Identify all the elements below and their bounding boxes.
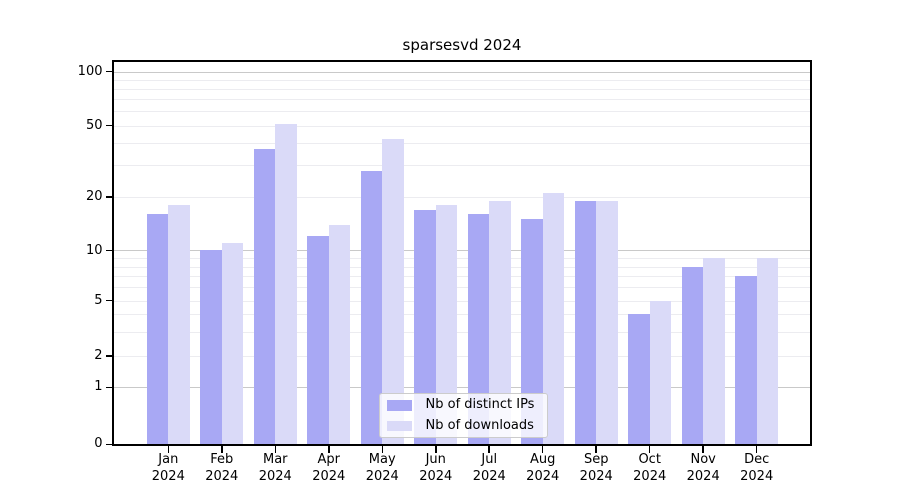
x-axis-tick-label: Jan 2024 bbox=[151, 452, 185, 484]
bar-downloads-jan bbox=[168, 205, 190, 445]
x-axis-tick bbox=[167, 446, 170, 453]
bar-downloads-jul bbox=[489, 200, 511, 445]
bar-distinct-ips-oct bbox=[628, 314, 650, 445]
minor-gridline bbox=[114, 165, 811, 167]
x-axis-tick bbox=[755, 446, 758, 453]
minor-gridline bbox=[114, 314, 811, 316]
minor-gridline bbox=[114, 300, 811, 302]
bar-downloads-nov bbox=[703, 258, 725, 445]
y-axis-tick bbox=[105, 249, 113, 252]
bar-downloads-jun bbox=[435, 205, 458, 445]
x-axis-tick-label: Nov 2024 bbox=[686, 452, 720, 484]
x-axis-tick bbox=[541, 446, 544, 453]
bar-distinct-ips-sep bbox=[574, 200, 597, 445]
bar-downloads-sep bbox=[596, 200, 618, 445]
bar-downloads-may bbox=[382, 139, 404, 445]
legend-item-downloads: Nb of downloads bbox=[380, 416, 547, 437]
minor-gridline bbox=[114, 266, 811, 268]
legend-swatch-downloads-icon bbox=[386, 420, 412, 431]
y-axis-tick bbox=[105, 443, 113, 446]
axis-spine-top bbox=[112, 60, 812, 62]
legend: Nb of distinct IPs Nb of downloads bbox=[378, 393, 548, 438]
bar-distinct-ips-jan bbox=[146, 214, 169, 445]
y-axis-tick bbox=[105, 386, 113, 389]
x-axis-tick-label: Sep 2024 bbox=[579, 452, 613, 484]
bar-downloads-oct bbox=[649, 300, 672, 445]
x-axis-tick bbox=[221, 446, 223, 453]
major-gridline bbox=[114, 387, 811, 389]
legend-swatch-distinct-ips-icon bbox=[386, 400, 412, 411]
x-axis-tick bbox=[648, 446, 651, 453]
bar-downloads-apr bbox=[328, 224, 351, 445]
bar-distinct-ips-mar bbox=[253, 149, 276, 445]
y-axis-tick-label: 100 bbox=[77, 63, 103, 79]
bar-distinct-ips-dec bbox=[734, 276, 757, 445]
x-axis-tick bbox=[381, 446, 383, 453]
x-axis-tick-label: Apr 2024 bbox=[312, 452, 346, 484]
minor-gridline bbox=[114, 331, 811, 333]
y-axis-tick-label: 0 bbox=[94, 436, 103, 452]
x-axis-tick bbox=[435, 446, 437, 453]
minor-gridline bbox=[114, 99, 811, 101]
legend-label-distinct-ips: Nb of distinct IPs bbox=[425, 397, 535, 413]
x-axis-tick-label: Mar 2024 bbox=[258, 452, 292, 484]
y-axis-tick-label: 2 bbox=[94, 348, 103, 363]
bar-downloads-feb bbox=[221, 243, 244, 445]
legend-label-downloads: Nb of downloads bbox=[425, 417, 534, 433]
bar-downloads-aug bbox=[542, 193, 565, 445]
major-gridline bbox=[114, 71, 811, 73]
chart-title: sparsesvd 2024 bbox=[402, 36, 522, 54]
x-axis-tick bbox=[702, 446, 704, 453]
minor-gridline bbox=[114, 79, 811, 81]
x-axis-tick-label: Aug 2024 bbox=[526, 452, 560, 484]
legend-item-distinct-ips: Nb of distinct IPs bbox=[380, 395, 547, 416]
minor-gridline bbox=[114, 196, 811, 198]
x-axis-tick-label: Jun 2024 bbox=[419, 452, 453, 484]
y-axis-tick-label: 10 bbox=[85, 242, 103, 258]
bar-distinct-ips-feb bbox=[200, 250, 222, 445]
axis-spine-right bbox=[810, 60, 812, 447]
x-axis-tick-label: Dec 2024 bbox=[740, 452, 774, 484]
x-axis-tick-label: Feb 2024 bbox=[205, 452, 239, 484]
y-axis-tick bbox=[105, 196, 113, 198]
bar-distinct-ips-may bbox=[360, 170, 383, 445]
y-axis-tick-label: 1 bbox=[94, 379, 103, 395]
major-gridline bbox=[114, 250, 811, 252]
bar-distinct-ips-nov bbox=[681, 266, 704, 445]
bar-downloads-mar bbox=[275, 124, 297, 445]
x-axis-tick-label: Jul 2024 bbox=[472, 452, 506, 484]
x-axis-tick bbox=[488, 446, 490, 453]
minor-gridline bbox=[114, 287, 811, 289]
x-axis-tick bbox=[274, 446, 277, 453]
minor-gridline bbox=[114, 355, 811, 357]
plot-area bbox=[114, 62, 811, 445]
minor-gridline bbox=[114, 125, 811, 127]
minor-gridline bbox=[114, 89, 811, 91]
bar-distinct-ips-apr bbox=[307, 236, 329, 445]
bar-distinct-ips-jun bbox=[414, 209, 436, 445]
x-axis-tick bbox=[595, 446, 597, 453]
bar-distinct-ips-aug bbox=[521, 219, 543, 445]
minor-gridline bbox=[114, 276, 811, 278]
y-axis-tick-label: 20 bbox=[85, 189, 103, 204]
y-axis-tick bbox=[105, 70, 113, 73]
minor-gridline bbox=[114, 111, 811, 113]
x-axis-tick bbox=[328, 446, 330, 453]
bar-distinct-ips-jul bbox=[467, 214, 490, 445]
x-axis-tick-label: Oct 2024 bbox=[633, 452, 667, 484]
y-axis-tick bbox=[105, 299, 113, 302]
minor-gridline bbox=[114, 143, 811, 145]
bar-downloads-dec bbox=[756, 258, 779, 445]
axis-spine-left bbox=[112, 60, 114, 447]
axis-spine-bottom bbox=[112, 444, 812, 447]
y-axis-tick bbox=[105, 124, 113, 127]
y-axis-tick-label: 5 bbox=[94, 292, 103, 308]
y-axis-tick-label: 50 bbox=[85, 117, 103, 133]
y-axis-tick bbox=[105, 355, 113, 357]
minor-gridline bbox=[114, 258, 811, 260]
x-axis-tick-label: May 2024 bbox=[365, 452, 399, 484]
